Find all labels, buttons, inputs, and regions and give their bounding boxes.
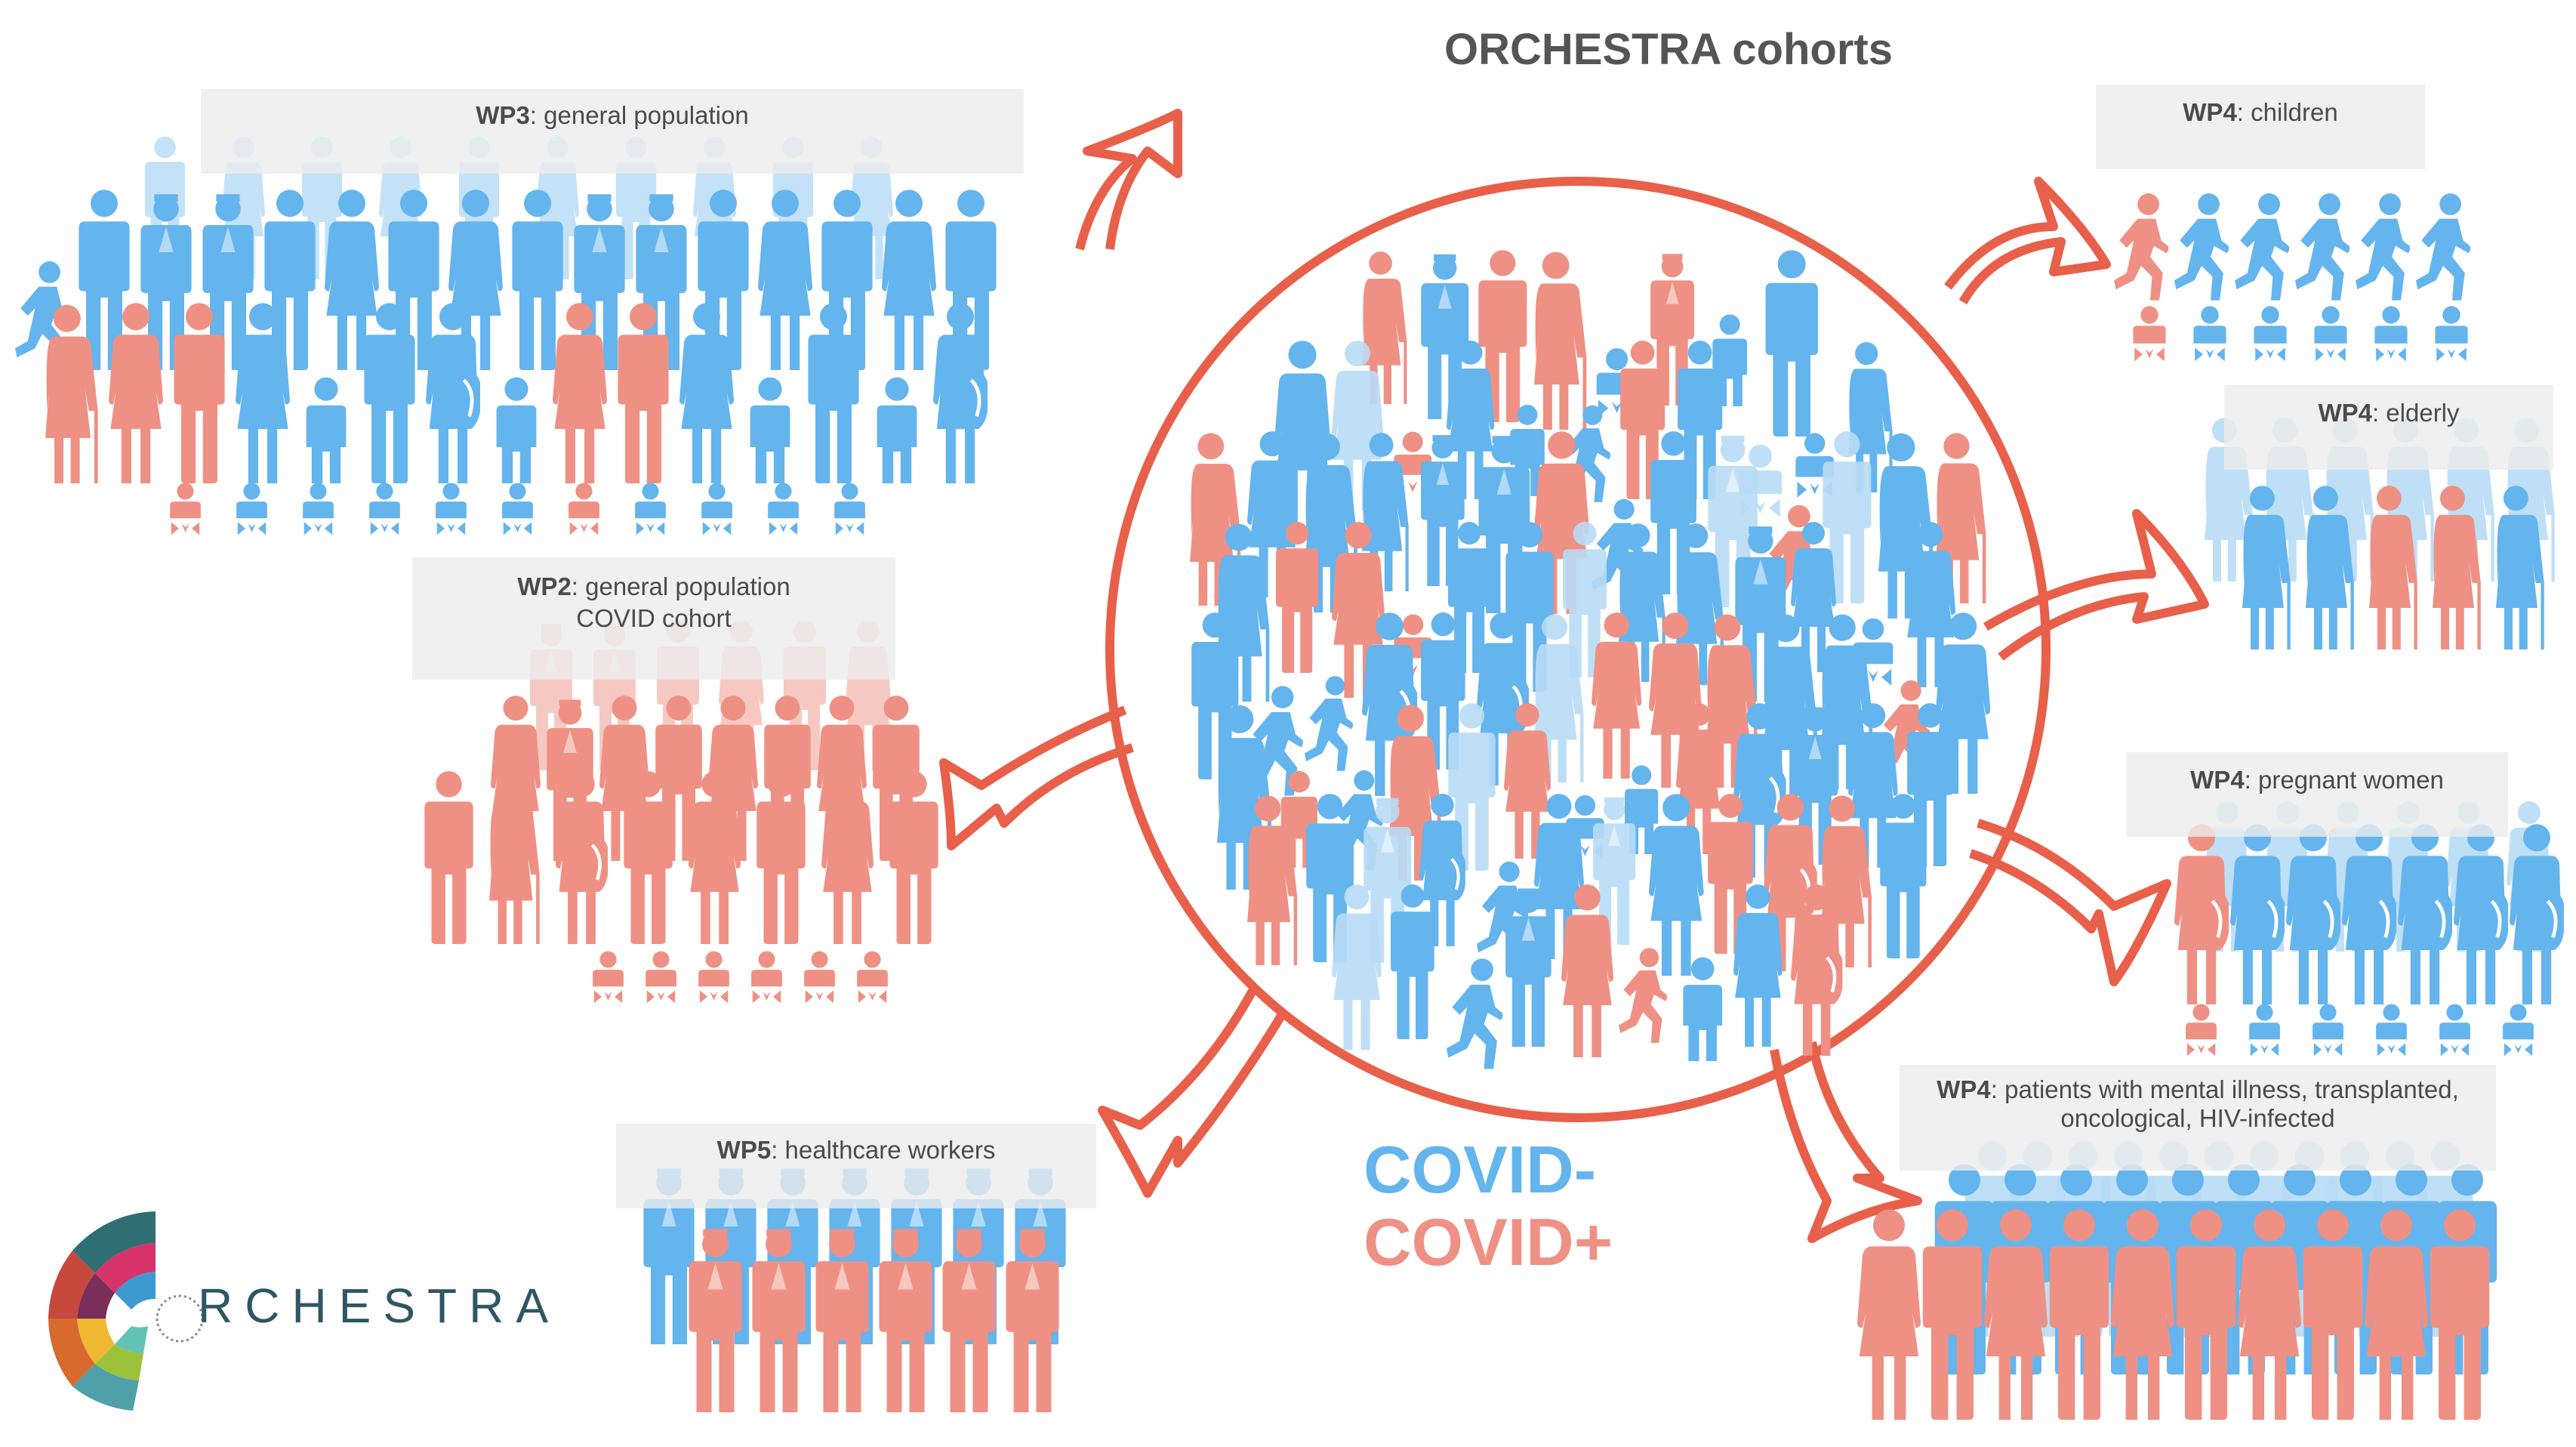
child-icon [877, 377, 917, 483]
orchestra-logo-icon [48, 1211, 204, 1411]
baby-icon [2374, 306, 2408, 362]
woman-icon [679, 303, 734, 483]
wp4-children-desc: : children [2236, 98, 2338, 126]
baby-icon [804, 951, 835, 1004]
woman-icon [1857, 1209, 1921, 1420]
virus-spike [1075, 109, 1182, 251]
virus-outline [939, 109, 2209, 1243]
child-icon [306, 377, 347, 483]
legend-covid-negative: COVID- [1363, 1132, 1596, 1207]
wp3-label-box [201, 89, 1024, 174]
baby-icon [2439, 1004, 2470, 1057]
wp3-desc: : general population [529, 101, 749, 129]
virus-spike [1983, 509, 2209, 661]
running-child-icon [2295, 193, 2350, 301]
page-title: ORCHESTRA cohorts [1444, 25, 1893, 74]
baby-icon [2376, 1004, 2407, 1057]
baby-icon [569, 483, 599, 535]
person-icon [889, 771, 938, 944]
wp2-desc-line2: COVID cohort [576, 604, 732, 632]
baby-icon [701, 483, 732, 535]
wp4-patients-desc-line2: oncological, HIV-infected [2060, 1104, 2335, 1132]
running-child-icon [2416, 193, 2470, 301]
wp2-desc: : general population [571, 572, 790, 600]
virus-spike [1770, 1041, 1922, 1243]
wp4-pregnant-code: WP4 [2190, 766, 2245, 794]
baby-icon [635, 483, 666, 535]
wp5-desc: : healthcare workers [771, 1136, 996, 1164]
wp4-elderly-code: WP4 [2318, 399, 2372, 427]
person-icon [1765, 250, 1818, 437]
running-child-icon [2235, 193, 2289, 301]
wp2-label-box [412, 557, 895, 680]
running-child-icon [1619, 948, 1667, 1043]
virus-body [1105, 177, 2051, 1122]
child-icon [496, 377, 537, 483]
wp4-patients-label-box [1900, 1065, 2496, 1171]
running-child-icon [2114, 193, 2168, 301]
virus-spike [1098, 987, 1288, 1198]
baby-icon [303, 483, 334, 535]
virus-spike [939, 705, 1134, 850]
legend-covid-positive: COVID+ [1363, 1205, 1613, 1279]
person-icon [424, 771, 473, 944]
logo-text: RCHESTRA [198, 1279, 561, 1333]
baby-icon [170, 483, 201, 535]
baby-icon [2249, 1004, 2280, 1057]
running-child-icon [1447, 958, 1503, 1069]
wp4-pregnant-label-box [2126, 752, 2508, 837]
wp5-code: WP5 [716, 1136, 772, 1164]
running-child-icon [2356, 193, 2410, 301]
baby-icon [751, 951, 782, 1004]
baby-icon [2254, 306, 2287, 362]
running-child-icon [2174, 193, 2229, 301]
woman-icon [553, 303, 607, 483]
wp4-children-code: WP4 [2183, 98, 2237, 126]
wp4-patients-code: WP4 [1937, 1075, 1991, 1103]
person-icon [618, 303, 669, 483]
child-icon [750, 377, 790, 483]
baby-icon [236, 483, 267, 535]
wp4-children-label-box [2096, 85, 2425, 169]
elderly-icon [1534, 251, 1587, 430]
wp4-pregnant-desc: : pregnant women [2244, 766, 2444, 794]
baby-icon [768, 483, 799, 535]
baby-icon [2193, 306, 2226, 362]
wp3-label: WP3: general population [201, 100, 1024, 131]
virus-spike [1944, 177, 2111, 305]
wp5-label-box [616, 1124, 1096, 1208]
wp3-code: WP3 [476, 101, 530, 129]
baby-icon [834, 483, 865, 535]
wp4-patients-label: WP4: patients with mental illness, trans… [1900, 1075, 2496, 1133]
baby-icon [593, 951, 624, 1004]
wp4-pregnant-label: WP4: pregnant women [2126, 764, 2508, 796]
virus-spike [1969, 819, 2171, 986]
wp4-elderly-label-box [2224, 385, 2553, 470]
baby-icon [369, 483, 400, 535]
baby-icon [2503, 1004, 2534, 1057]
baby-icon [2133, 306, 2166, 362]
wp4-patients-desc: : patients with mental illness, transpla… [1990, 1075, 2459, 1103]
baby-icon [857, 951, 888, 1004]
wp2-code: WP2 [517, 572, 572, 600]
wp4-children-label: WP4: children [2096, 97, 2425, 128]
baby-icon [646, 951, 676, 1004]
baby-icon [2314, 306, 2347, 362]
baby-icon [2435, 306, 2468, 362]
wp4-elderly-label: WP4: elderly [2224, 397, 2553, 429]
wp4-elderly-desc: : elderly [2371, 399, 2460, 427]
pregnant-woman-icon [426, 303, 482, 483]
baby-icon [698, 951, 729, 1004]
baby-icon [2186, 1004, 2217, 1057]
wp2-label: WP2: general population COVID cohort [412, 571, 895, 634]
baby-icon [502, 483, 533, 535]
wp5-label: WP5: healthcare workers [616, 1134, 1096, 1166]
baby-icon [2313, 1004, 2343, 1057]
baby-icon [436, 483, 467, 535]
